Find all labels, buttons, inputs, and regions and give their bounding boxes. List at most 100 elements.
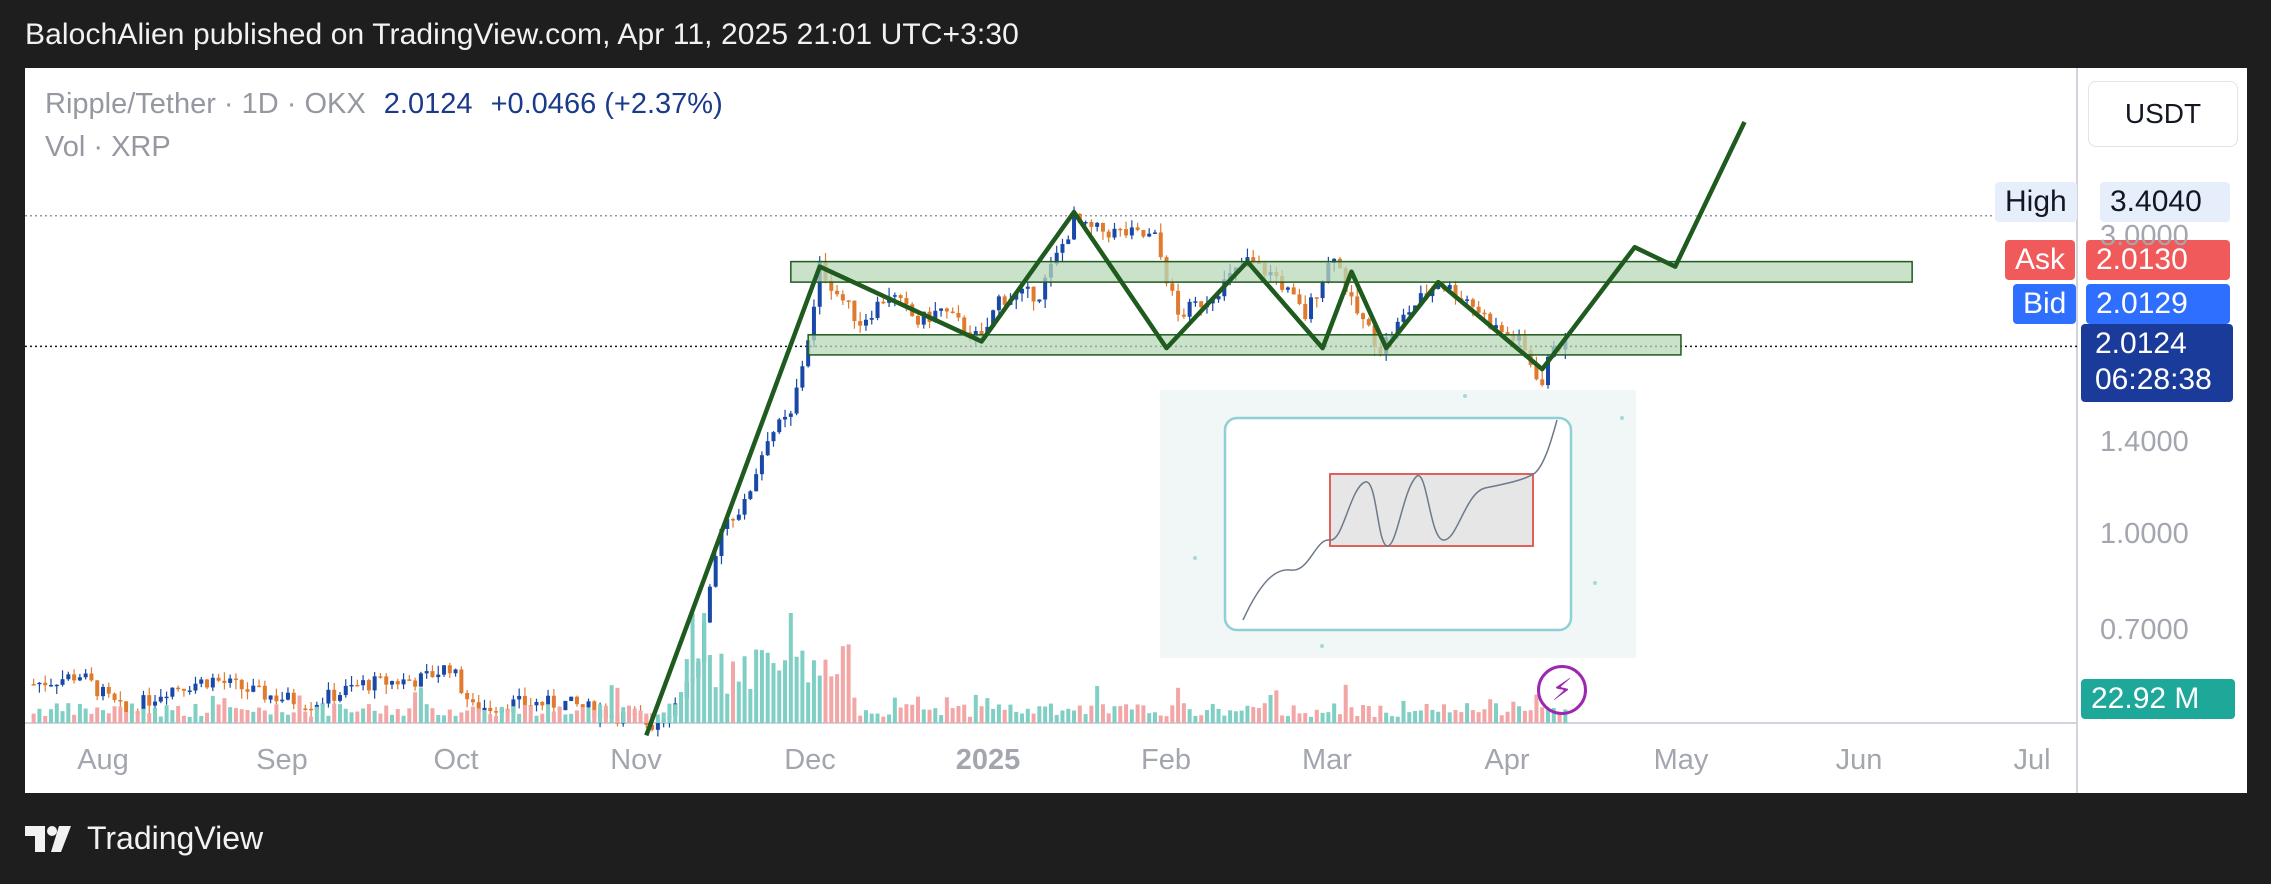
volume-bar	[511, 706, 516, 723]
volume-bar	[742, 656, 747, 723]
volume-bar	[563, 714, 568, 723]
footer-brand: TradingView	[87, 820, 264, 856]
candle-body	[979, 331, 984, 336]
volume-bar	[1106, 713, 1111, 723]
volume-bar	[661, 712, 666, 723]
volume-bar	[1291, 705, 1296, 723]
candle-body	[586, 701, 591, 708]
candle-body	[193, 683, 198, 691]
candle-body	[83, 673, 88, 678]
volume-bar	[314, 706, 319, 723]
candle-body	[574, 696, 579, 705]
volume-bar	[1303, 713, 1308, 723]
volume-bar	[887, 714, 892, 723]
volume-bar	[1436, 711, 1441, 723]
candle-body	[361, 680, 366, 686]
volume-bar	[771, 663, 776, 723]
candle-body	[731, 519, 736, 521]
candle-body	[1488, 313, 1493, 329]
candle-body	[1280, 276, 1285, 290]
candle-body	[31, 684, 36, 686]
volume-bar	[684, 659, 689, 723]
candle-body	[939, 308, 944, 311]
candle-body	[777, 419, 782, 433]
support-zone	[807, 334, 1682, 356]
y-tick-label: 1.0000	[2100, 518, 2189, 550]
volume-bar	[31, 713, 36, 723]
candle-body	[407, 679, 412, 681]
volume-bar	[135, 710, 140, 723]
volume-bar	[170, 710, 175, 723]
volume-bar	[1320, 712, 1325, 723]
volume-bar	[973, 694, 978, 723]
candle-body	[1309, 297, 1314, 320]
volume-bar	[482, 710, 487, 723]
volume-bar	[863, 710, 868, 723]
volume-bar	[418, 687, 423, 723]
volume-bar	[176, 705, 181, 723]
candle-body	[233, 678, 238, 681]
volume-bar	[436, 714, 441, 723]
volume-bar	[534, 715, 539, 723]
volume-bar	[303, 711, 308, 723]
volume-bar	[875, 713, 880, 723]
candle-body	[1089, 222, 1094, 227]
candle-body	[794, 387, 799, 414]
ask-value-tag: 2.0130	[2086, 240, 2230, 280]
volume-bar	[1141, 705, 1146, 723]
candle-body	[1158, 232, 1163, 258]
volume-bar	[777, 670, 782, 723]
volume-bar	[1488, 699, 1493, 723]
candle-body	[944, 308, 949, 312]
chart-panel[interactable]: Ripple/Tether · 1D · OKX 2.0124 +0.0466 …	[25, 68, 2247, 793]
candle-body	[1112, 228, 1117, 238]
candle-body	[77, 677, 82, 681]
candle-body	[1037, 299, 1042, 302]
candle-body	[245, 689, 250, 692]
candle-body	[800, 366, 805, 388]
candle-body	[852, 300, 857, 322]
volume-bar	[1031, 713, 1036, 723]
volume-bar	[1557, 713, 1562, 723]
volume-bar	[551, 711, 556, 723]
candle-body	[390, 681, 394, 685]
candle-body	[719, 528, 724, 557]
volume-bar	[459, 712, 464, 723]
candle-body	[580, 704, 585, 708]
volume-bar	[476, 708, 481, 723]
volume-bar	[210, 695, 215, 723]
x-tick-label: Oct	[433, 744, 479, 776]
volume-bar	[858, 715, 863, 723]
candle-body	[470, 699, 475, 703]
price-chart[interactable]	[25, 68, 2247, 793]
candle-body	[413, 680, 418, 687]
currency-button[interactable]: USDT	[2088, 81, 2238, 147]
legend-volume[interactable]: Vol · XRP	[45, 131, 171, 163]
candle-body	[1447, 285, 1452, 290]
volume-bar	[944, 697, 949, 723]
lightning-icon[interactable]: ⚡	[1537, 665, 1587, 715]
pattern-projection-line	[644, 121, 1747, 737]
candle-body	[551, 695, 556, 708]
volume-bar	[667, 703, 672, 723]
candle-body	[522, 695, 527, 706]
candle-body	[713, 556, 718, 587]
volume-bar	[1268, 694, 1273, 723]
volume-bar	[1511, 701, 1516, 723]
volume-bar	[823, 659, 828, 723]
volume-bar	[725, 693, 730, 723]
volume-bar	[950, 708, 955, 723]
volume-bar	[1193, 715, 1198, 723]
volume-bar	[621, 707, 626, 723]
candle-body	[1465, 299, 1470, 301]
volume-bar	[366, 704, 371, 723]
candle-body	[147, 695, 152, 706]
candle-body	[840, 294, 845, 301]
volume-bar	[268, 714, 273, 723]
volume-bar	[1204, 710, 1209, 723]
chart-legend: Ripple/Tether · 1D · OKX 2.0124 +0.0466 …	[45, 88, 723, 174]
volume-bar	[37, 708, 42, 723]
volume-bar	[1453, 709, 1458, 723]
candle-body	[1407, 312, 1412, 315]
candle-body	[1187, 301, 1192, 317]
